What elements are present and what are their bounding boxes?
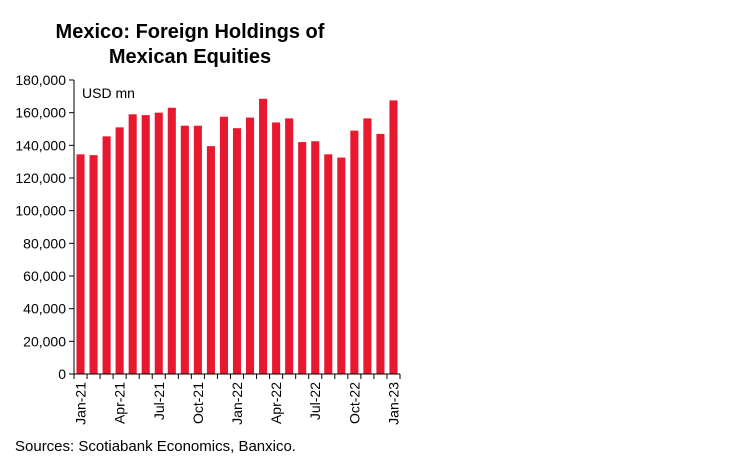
y-tick-label: 180,000 <box>15 72 66 88</box>
bar-Feb-22 <box>246 117 255 374</box>
y-tick-label: 100,000 <box>15 203 66 219</box>
chart-title: Mexico: Foreign Holdings of Mexican Equi… <box>20 20 360 70</box>
x-tick-label: Jan-23 <box>385 382 401 425</box>
bar-Mar-21 <box>102 136 111 374</box>
bar-Nov-22 <box>363 118 372 374</box>
bar-Mar-22 <box>259 98 268 374</box>
source-note: Sources: Scotiabank Economics, Banxico. <box>15 438 296 455</box>
y-tick-label: 40,000 <box>23 301 66 317</box>
bar-Jun-22 <box>298 142 307 374</box>
x-tick-label: Jul-21 <box>151 382 167 420</box>
x-tick-label: Oct-22 <box>346 382 362 424</box>
bar-Sep-22 <box>337 157 346 374</box>
y-tick-label: 160,000 <box>15 105 66 121</box>
bar-Aug-21 <box>167 107 176 375</box>
bar-Apr-21 <box>115 127 124 375</box>
x-tick-label: Apr-22 <box>268 382 284 424</box>
y-axis: 0 20,000 40,000 60,000 80,000 100,000 120,000 1… <box>15 72 75 382</box>
bar-Apr-22 <box>272 122 281 374</box>
bar-Dec-22 <box>376 133 385 374</box>
bars-group <box>76 98 398 375</box>
bar-May-22 <box>285 118 294 374</box>
bar-Feb-21 <box>89 155 98 374</box>
bar-May-21 <box>128 114 137 375</box>
y-tick-label: 20,000 <box>23 333 66 349</box>
bar-Jan-23 <box>389 100 398 375</box>
y-tick-label: 0 <box>58 366 66 382</box>
x-tick-label: Oct-21 <box>190 382 206 424</box>
x-tick-label: Jan-21 <box>73 382 89 425</box>
bar-Jul-21 <box>154 112 163 375</box>
bar-Jun-21 <box>141 115 150 375</box>
chart-title-line2: Mexican Equities <box>108 46 272 68</box>
bar-Jul-22 <box>311 141 320 374</box>
bar-Oct-22 <box>350 130 359 374</box>
unit-label: USD mn <box>82 85 135 101</box>
bar-Sep-21 <box>180 125 189 374</box>
y-tick-label: 140,000 <box>15 137 66 153</box>
bar-Dec-21 <box>219 116 228 374</box>
x-axis: Jan-21 Apr-21 Jul-21 Oct-21 Jan-22 Apr-22 Jul-… <box>73 373 401 425</box>
bar-Aug-22 <box>324 154 333 374</box>
bar-Jan-22 <box>232 128 242 374</box>
x-tick-label: Jan-22 <box>229 382 245 425</box>
bar-Nov-21 <box>206 146 215 374</box>
y-tick-label: 60,000 <box>23 268 66 284</box>
chart-title-line1: Mexico: Foreign Holdings of <box>55 21 325 43</box>
bar-Oct-21 <box>193 125 202 374</box>
y-tick-label: 120,000 <box>15 170 66 186</box>
bar-Jan-21 <box>76 154 85 374</box>
y-tick-label: 80,000 <box>23 235 66 251</box>
x-tick-label: Jul-22 <box>307 382 323 420</box>
x-tick-label: Apr-21 <box>112 382 128 424</box>
